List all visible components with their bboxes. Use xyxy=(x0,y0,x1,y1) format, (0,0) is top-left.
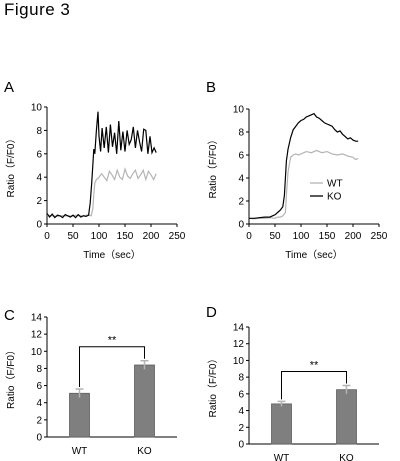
x-tick-label: 0 xyxy=(44,231,50,242)
x-tick-label: 0 xyxy=(246,231,252,242)
y-tick-label: 8 xyxy=(36,364,42,375)
significance-label: ** xyxy=(108,335,117,347)
y-axis-title: Ratio（F/F0） xyxy=(5,345,17,409)
y-tick-label: 10 xyxy=(233,356,245,367)
legend-label-ko: KO xyxy=(327,192,342,203)
x-tick-label: 200 xyxy=(143,231,160,242)
x-tick-label: 200 xyxy=(345,231,362,242)
x-tick-label: 250 xyxy=(371,231,388,242)
panel-letter: A xyxy=(4,79,14,96)
y-tick-label: 4 xyxy=(36,173,42,184)
x-tick-label: 100 xyxy=(293,231,310,242)
significance-bracket xyxy=(281,371,347,400)
y-axis-title: Ratio（F/F0） xyxy=(5,134,17,198)
x-axis-title: Time（sec） xyxy=(285,249,342,261)
series-line-wt xyxy=(46,166,157,218)
significance-label: ** xyxy=(310,360,319,372)
panel-letter: B xyxy=(206,79,216,96)
y-tick-label: 6 xyxy=(238,389,244,400)
x-category-label: KO xyxy=(137,446,152,457)
series-line-ko xyxy=(249,112,359,219)
y-tick-label: 2 xyxy=(238,423,244,434)
y-tick-label: 2 xyxy=(36,415,42,426)
y-tick-label: 0 xyxy=(36,220,42,231)
bar-wt xyxy=(271,403,292,445)
x-tick-label: 150 xyxy=(117,231,134,242)
legend-label-wt: WT xyxy=(327,179,343,190)
y-tick-label: 4 xyxy=(36,398,42,409)
x-tick-label: 50 xyxy=(67,231,79,242)
y-tick-label: 12 xyxy=(233,339,245,350)
x-category-label: WT xyxy=(72,446,88,457)
series-line-ko xyxy=(46,111,157,219)
x-tick-label: 50 xyxy=(269,231,281,242)
figure-title: Figure 3 xyxy=(4,0,71,19)
panel-letter: C xyxy=(4,307,15,324)
x-tick-label: 250 xyxy=(169,231,186,242)
y-tick-label: 6 xyxy=(238,151,244,162)
bar-ko xyxy=(134,364,155,438)
y-axis-title: Ratio（F/F0） xyxy=(207,135,219,199)
y-tick-label: 12 xyxy=(31,330,43,341)
panel-b: B 0 2 4 6 8 10 Ratio（F/F0） 0 50 100 150 200 250 Time（s… xyxy=(206,79,388,261)
y-tick-label: 10 xyxy=(233,105,245,116)
x-axis-title: Time（sec） xyxy=(83,249,140,261)
y-tick-label: 8 xyxy=(36,126,42,137)
y-tick-label: 0 xyxy=(238,220,244,231)
y-axis-title: Ratio（F/F0） xyxy=(207,354,219,418)
y-tick-label: 6 xyxy=(36,149,42,160)
panel-a: A 0 2 4 6 8 10 Ratio（F/F0） 0 50 100 150 200 250 Time（s… xyxy=(4,79,186,261)
x-tick-label: 100 xyxy=(91,231,108,242)
x-tick-label: 150 xyxy=(319,231,336,242)
bar-wt xyxy=(69,392,90,438)
y-tick-label: 10 xyxy=(31,103,43,114)
x-category-label: WT xyxy=(274,453,290,461)
y-tick-label: 14 xyxy=(31,313,43,324)
significance-bracket xyxy=(79,346,145,387)
y-tick-label: 0 xyxy=(36,433,42,444)
y-tick-label: 6 xyxy=(36,381,42,392)
panel-c: C 0 2 4 6 8 10 12 14 Ratio（F/F0） WT KO ** xyxy=(4,307,177,457)
y-tick-label: 14 xyxy=(233,323,245,334)
panel-letter: D xyxy=(206,304,217,321)
y-tick-label: 0 xyxy=(238,440,244,451)
y-tick-label: 2 xyxy=(36,196,42,207)
series-line-wt xyxy=(248,149,359,220)
y-tick-label: 8 xyxy=(238,373,244,384)
panel-d: D 0 2 4 6 8 10 12 14 Ratio（F/F0） WT KO ** xyxy=(206,304,379,461)
y-tick-label: 2 xyxy=(238,197,244,208)
x-category-label: KO xyxy=(339,453,354,461)
y-tick-label: 4 xyxy=(238,174,244,185)
y-tick-label: 8 xyxy=(238,128,244,139)
y-tick-label: 10 xyxy=(31,347,43,358)
bar-ko xyxy=(336,389,357,445)
y-tick-label: 4 xyxy=(238,406,244,417)
